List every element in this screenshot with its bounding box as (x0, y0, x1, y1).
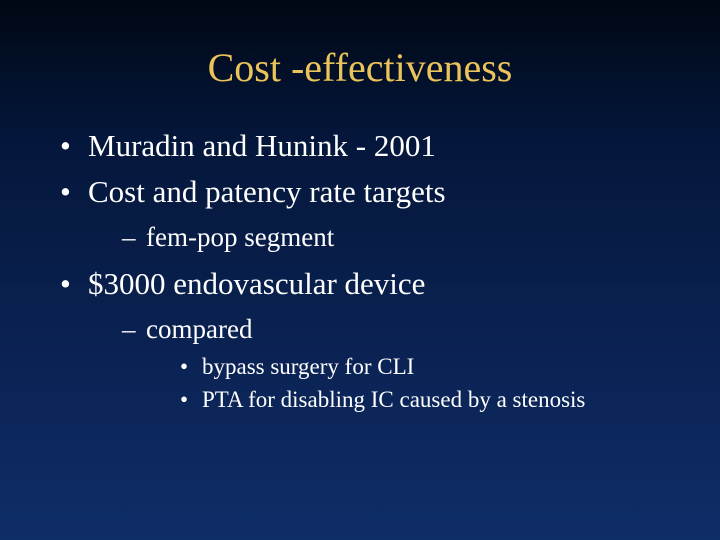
list-item: $3000 endovascular device compared bypas… (60, 263, 680, 415)
list-item: PTA for disabling IC caused by a stenosi… (180, 384, 680, 415)
list-item: Muradin and Hunink - 2001 (60, 125, 680, 167)
bullet-text: Muradin and Hunink - 2001 (88, 128, 436, 163)
bullet-list-level-3: bypass surgery for CLI PTA for disabling… (180, 351, 680, 415)
list-item: bypass surgery for CLI (180, 351, 680, 382)
bullet-text: compared (146, 314, 252, 344)
list-item: fem-pop segment (122, 219, 680, 255)
list-item: Cost and patency rate targets fem-pop se… (60, 171, 680, 255)
list-item: compared bypass surgery for CLI PTA for … (122, 311, 680, 416)
bullet-list-level-2: compared bypass surgery for CLI PTA for … (122, 311, 680, 416)
bullet-text: fem-pop segment (146, 222, 334, 252)
bullet-text: PTA for disabling IC caused by a stenosi… (202, 387, 585, 412)
bullet-text: $3000 endovascular device (88, 266, 425, 301)
bullet-text: Cost and patency rate targets (88, 174, 446, 209)
bullet-text: bypass surgery for CLI (202, 354, 414, 379)
slide: Cost -effectiveness Muradin and Hunink -… (0, 0, 720, 540)
bullet-list-level-1: Muradin and Hunink - 2001 Cost and paten… (60, 125, 680, 416)
slide-title: Cost -effectiveness (40, 44, 680, 91)
bullet-list-level-2: fem-pop segment (122, 219, 680, 255)
